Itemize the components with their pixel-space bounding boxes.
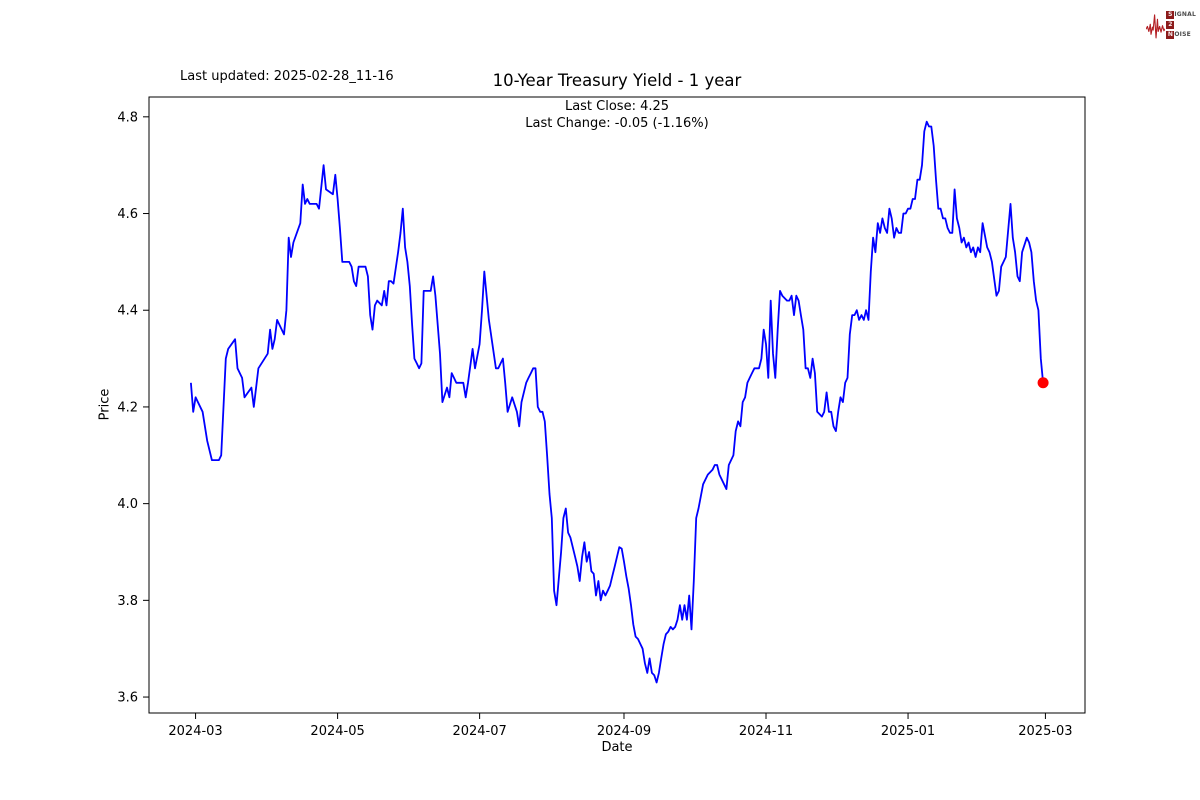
logo-text: S IGNAL 2 N OISE [1166, 11, 1196, 40]
x-tick-label: 2024-09 [597, 724, 651, 739]
y-tick-label: 4.2 [117, 400, 138, 415]
logo-row-noise: N OISE [1166, 31, 1196, 40]
subtitle-last-change: Last Change: -0.05 (-1.16%) [525, 116, 709, 131]
signal2noise-logo: S IGNAL 2 N OISE [1146, 5, 1196, 45]
logo-box-s: S [1166, 11, 1175, 19]
subtitle-last-close: Last Close: 4.25 [564, 99, 670, 114]
waveform-icon [1146, 14, 1166, 39]
logo-word-signal-rest: IGNAL [1174, 11, 1196, 18]
plot-border [148, 96, 1086, 714]
y-tick-label: 4.0 [117, 497, 138, 512]
x-tick-label: 2024-05 [310, 724, 364, 739]
y-tick-label: 3.6 [117, 691, 138, 706]
x-tick-label: 2024-07 [452, 724, 506, 739]
logo-row-signal: S IGNAL [1166, 11, 1196, 20]
y-tick-label: 4.4 [117, 304, 138, 319]
x-tick-label: 2024-11 [739, 724, 793, 739]
logo-row-2: 2 [1166, 21, 1196, 30]
logo-word-noise-rest: OISE [1174, 31, 1191, 38]
x-tick-label: 2025-03 [1018, 724, 1072, 739]
last-updated-text: Last updated: 2025-02-28_11-16 [180, 69, 394, 84]
y-tick-label: 3.8 [117, 594, 138, 609]
x-tick-label: 2025-01 [881, 724, 935, 739]
y-tick-label: 4.6 [117, 207, 138, 222]
x-axis-label: Date [601, 740, 633, 755]
last-point-marker [1037, 377, 1049, 389]
x-tick-label: 2024-03 [168, 724, 222, 739]
chart-title: 10-Year Treasury Yield - 1 year [492, 71, 742, 90]
y-axis-label: Price [97, 388, 113, 421]
logo-box-n: N [1166, 31, 1175, 39]
y-tick-label: 4.8 [117, 110, 138, 125]
price-series-line [190, 120, 1044, 684]
logo-box-2: 2 [1166, 21, 1175, 29]
